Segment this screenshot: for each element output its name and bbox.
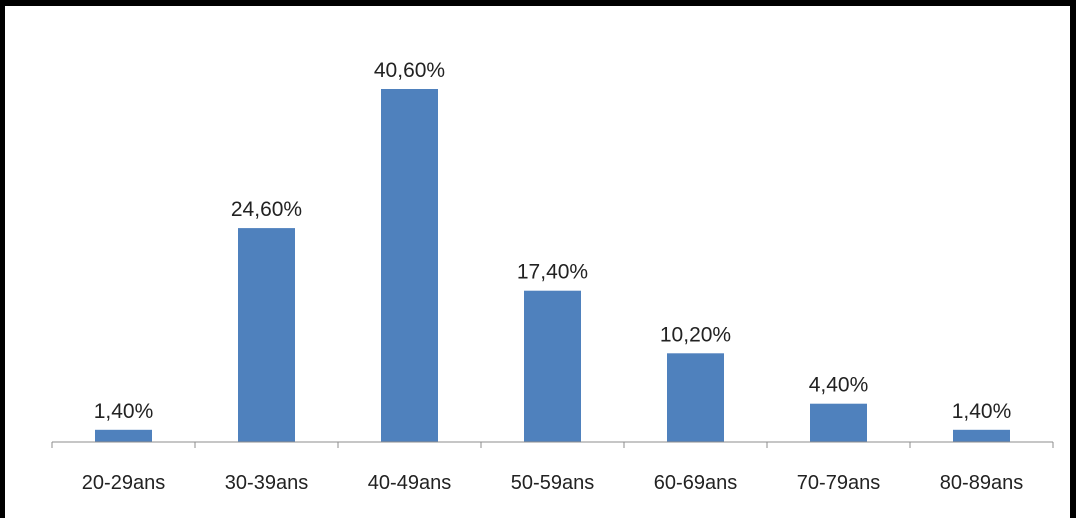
category-label-70-79ans: 70-79ans — [797, 472, 880, 494]
category-label-50-59ans: 50-59ans — [511, 472, 594, 494]
category-label-40-49ans: 40-49ans — [368, 472, 451, 494]
bar-80-89ans — [953, 429, 1010, 442]
value-label-70-79ans: 4,40% — [809, 374, 869, 397]
category-label-60-69ans: 60-69ans — [654, 472, 737, 494]
bar-30-39ans — [238, 228, 295, 442]
value-label-50-59ans: 17,40% — [517, 261, 588, 284]
bar-chart: 1,40% 24,60% 40,60% 17,40% 10,20% 4,40%1,40% … — [51, 59, 1054, 494]
bar-20-29ans — [95, 429, 152, 442]
value-label-20-29ans: 1,40% — [94, 400, 154, 423]
value-label-40-49ans: 40,60% — [374, 59, 445, 82]
category-label-20-29ans: 20-29ans — [82, 472, 165, 494]
value-label-30-39ans: 24,60% — [231, 198, 302, 221]
bars-group — [95, 89, 1010, 442]
x-axis-ticks-group — [51, 442, 1054, 448]
value-label-60-69ans: 10,20% — [660, 323, 731, 346]
category-labels-group: 20-29ans 30-39ans 40-49ans 50-59ans 60-69ans… — [82, 472, 1023, 494]
bar-40-49ans — [381, 89, 438, 442]
category-label-80-89ans: 80-89ans — [940, 472, 1023, 494]
category-label-30-39ans: 30-39ans — [225, 472, 308, 494]
bar-60-69ans — [667, 353, 724, 442]
value-labels-group: 1,40% 24,60% 40,60% 17,40% 10,20% 4,40% 1,40% — [94, 59, 1012, 423]
bar-50-59ans — [524, 290, 581, 442]
value-label-80-89ans: 1,40% — [952, 400, 1012, 423]
bar-70-79ans — [810, 403, 867, 442]
